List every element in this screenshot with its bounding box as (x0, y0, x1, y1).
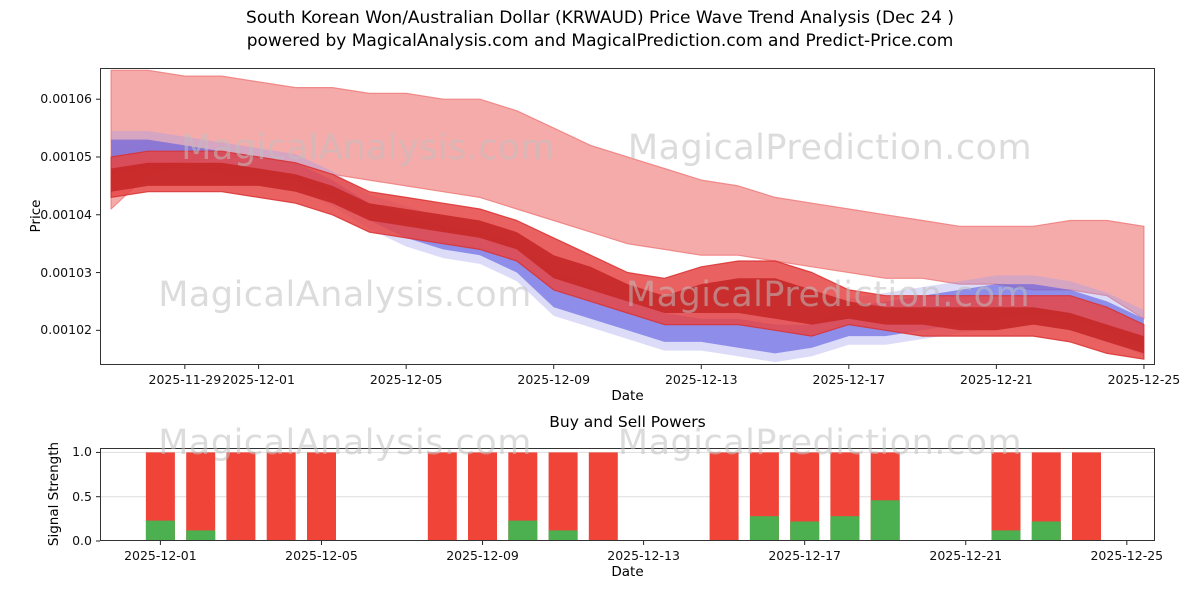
buy-bar (145, 520, 175, 541)
x-tick-label: 2025-12-09 (446, 548, 519, 563)
y-tick-label: 0.00104 (40, 206, 92, 222)
sell-bar (226, 452, 256, 541)
y-tick-label: 0.0 (72, 533, 92, 548)
buy-bar (830, 516, 860, 541)
buy-bar (749, 516, 779, 541)
figure-title: South Korean Won/Australian Dollar (KRWA… (246, 8, 954, 28)
x-tick-label: 2025-12-17 (812, 372, 886, 387)
x-tick-label: 2025-12-21 (960, 372, 1033, 387)
buy-bar (991, 530, 1021, 541)
x-tick-label: 2025-12-05 (369, 372, 443, 387)
buy-bar (1031, 521, 1061, 541)
y-tick-label: 0.00105 (40, 148, 92, 164)
price-x-axis-label: Date (611, 388, 644, 404)
y-tick-label: 0.00106 (40, 91, 92, 107)
x-tick-label: 2025-12-01 (222, 372, 295, 387)
sell-bar (427, 452, 457, 541)
buy-bar (508, 520, 538, 541)
band-wave-red-core (111, 162, 1144, 354)
sell-bar (709, 452, 739, 541)
x-tick-label: 2025-12-13 (664, 372, 738, 387)
x-tick-label: 2025-11-29 (148, 372, 222, 387)
y-tick-label: 1.0 (72, 444, 92, 460)
buy-bar (548, 530, 578, 541)
buy-bar (790, 521, 820, 541)
sell-bar (186, 452, 216, 541)
x-tick-label: 2025-12-17 (768, 548, 841, 563)
sell-bar (468, 452, 497, 541)
buy-bar (870, 500, 900, 541)
x-tick-label: 2025-12-13 (607, 548, 680, 563)
x-tick-label: 2025-12-25 (1107, 372, 1181, 387)
price-plot-border (100, 68, 1155, 365)
buy-sell-plot (96, 448, 1155, 545)
x-tick-label: 2025-12-25 (1090, 548, 1164, 563)
x-tick-label: 2025-12-21 (929, 548, 1003, 563)
y-tick-label: 0.00102 (40, 322, 92, 338)
sell-bar (266, 452, 296, 541)
buy-bar (186, 530, 216, 541)
y-tick-label: 0.00103 (40, 264, 92, 280)
sell-bar (991, 452, 1021, 541)
sell-bar (548, 452, 578, 541)
price-wave-plot (96, 68, 1155, 369)
figure-subtitle: powered by MagicalAnalysis.com and Magic… (246, 31, 954, 51)
power-x-axis-label: Date (611, 564, 644, 580)
band-forecast-envelope (110, 69, 1145, 320)
price-wave-chart: 2025-11-29 2025-12-01 2025-12-05 2025-12-09… (40, 68, 1180, 387)
power-chart-title: Buy and Sell Powers (549, 413, 706, 431)
buy-sell-chart: 2025-12-01 2025-12-05 2025-12-09 2025-12-13… (72, 444, 1163, 563)
sell-bar (307, 452, 336, 541)
sell-bar (588, 452, 618, 541)
price-band-group (110, 69, 1145, 363)
x-tick-label: 2025-12-01 (124, 548, 197, 563)
power-plot-border (100, 448, 1155, 541)
y-tick-label: 0.5 (72, 488, 92, 504)
sell-bar (1072, 452, 1101, 541)
x-tick-label: 2025-12-09 (517, 372, 591, 387)
x-tick-label: 2025-12-05 (285, 548, 358, 563)
